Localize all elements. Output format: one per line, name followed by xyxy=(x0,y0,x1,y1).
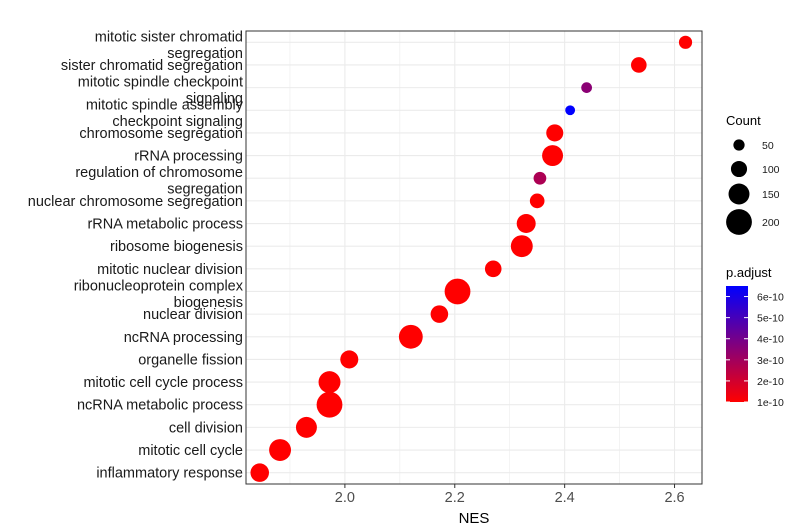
y-tick-label: ncRNA processing xyxy=(124,330,243,346)
y-tick-label: ncRNA metabolic process xyxy=(77,398,243,414)
x-axis-title: NES xyxy=(459,510,490,527)
x-tick-label: 2.6 xyxy=(664,490,684,506)
y-tick-label: organelle fission xyxy=(138,352,243,368)
y-axis-labels: mitotic sister chromatid segregationsiste… xyxy=(28,29,244,482)
data-point xyxy=(318,371,341,394)
data-point xyxy=(269,439,292,461)
data-points xyxy=(250,35,693,482)
x-tick-label: 2.2 xyxy=(445,490,465,506)
y-tick-label: mitotic spindle assembly checkpoint signa… xyxy=(86,97,244,129)
data-point xyxy=(398,324,423,349)
data-point xyxy=(484,260,502,278)
color-legend-label: 3e-10 xyxy=(757,355,784,367)
data-point xyxy=(546,124,564,142)
y-tick-label: mitotic spindle checkpoint signaling xyxy=(78,75,243,108)
data-point xyxy=(510,235,533,258)
y-tick-label: nuclear division xyxy=(143,307,243,323)
y-tick-label: rRNA metabolic process xyxy=(87,217,243,233)
y-tick-label: ribonucleoprotein complex biogenesis xyxy=(74,278,244,311)
y-tick-label: ribosome biogenesis xyxy=(110,239,243,255)
data-point xyxy=(516,214,536,234)
y-tick-label: sister chromatid segregation xyxy=(61,58,243,74)
size-legend-label: 200 xyxy=(762,217,780,229)
data-point xyxy=(581,82,593,94)
data-point xyxy=(430,305,449,323)
y-tick-label: mitotic cell cycle xyxy=(138,443,243,459)
color-legend-label: 4e-10 xyxy=(757,334,784,346)
color-legend-label: 1e-10 xyxy=(757,397,784,409)
y-tick-label: inflammatory response xyxy=(96,466,243,482)
size-legend-key xyxy=(726,209,752,235)
data-point xyxy=(295,416,317,438)
y-tick-label: mitotic cell cycle process xyxy=(83,375,243,391)
size-legend-label: 50 xyxy=(762,140,774,152)
y-tick-label: rRNA processing xyxy=(134,149,243,165)
size-legend-key xyxy=(730,160,748,178)
color-legend-label: 6e-10 xyxy=(757,292,784,304)
size-legend-label: 100 xyxy=(762,164,780,176)
y-tick-label: mitotic nuclear division xyxy=(97,262,243,278)
data-point xyxy=(250,463,269,482)
y-tick-label: nuclear chromosome segregation xyxy=(28,194,243,210)
size-legend-key xyxy=(733,139,745,151)
grid-lines xyxy=(246,31,702,484)
data-point xyxy=(529,193,545,209)
data-point xyxy=(678,35,693,49)
y-tick-label: cell division xyxy=(169,420,243,436)
y-tick-label: regulation of chromosome segregation xyxy=(75,165,243,198)
y-tick-label: chromosome segregation xyxy=(79,126,243,142)
size-legend-key xyxy=(728,183,750,205)
x-tick-label: 2.4 xyxy=(555,490,575,506)
data-point xyxy=(631,57,647,73)
y-tick-label: mitotic sister chromatid segregation xyxy=(95,29,243,62)
size-legend-title: Count xyxy=(726,113,761,128)
x-axis: 2.0 2.2 2.4 2.6 xyxy=(335,484,685,506)
data-point xyxy=(565,105,576,116)
x-tick-label: 2.0 xyxy=(335,490,355,506)
size-legend: Count 50 100 150 200 xyxy=(726,113,780,235)
plot-panel-border xyxy=(245,30,703,485)
data-point xyxy=(444,278,471,305)
size-legend-label: 150 xyxy=(762,189,780,201)
data-point xyxy=(340,350,359,369)
data-point xyxy=(316,391,343,418)
color-legend: p.adjust 1e-10 2e-10 3e-10 4e-10 5e-10 6e-10 xyxy=(726,265,784,409)
data-point xyxy=(533,171,547,185)
color-legend-title: p.adjust xyxy=(726,265,772,280)
data-point xyxy=(542,145,564,167)
color-bar xyxy=(726,286,748,402)
color-legend-label: 2e-10 xyxy=(757,376,784,388)
color-legend-label: 5e-10 xyxy=(757,313,784,325)
